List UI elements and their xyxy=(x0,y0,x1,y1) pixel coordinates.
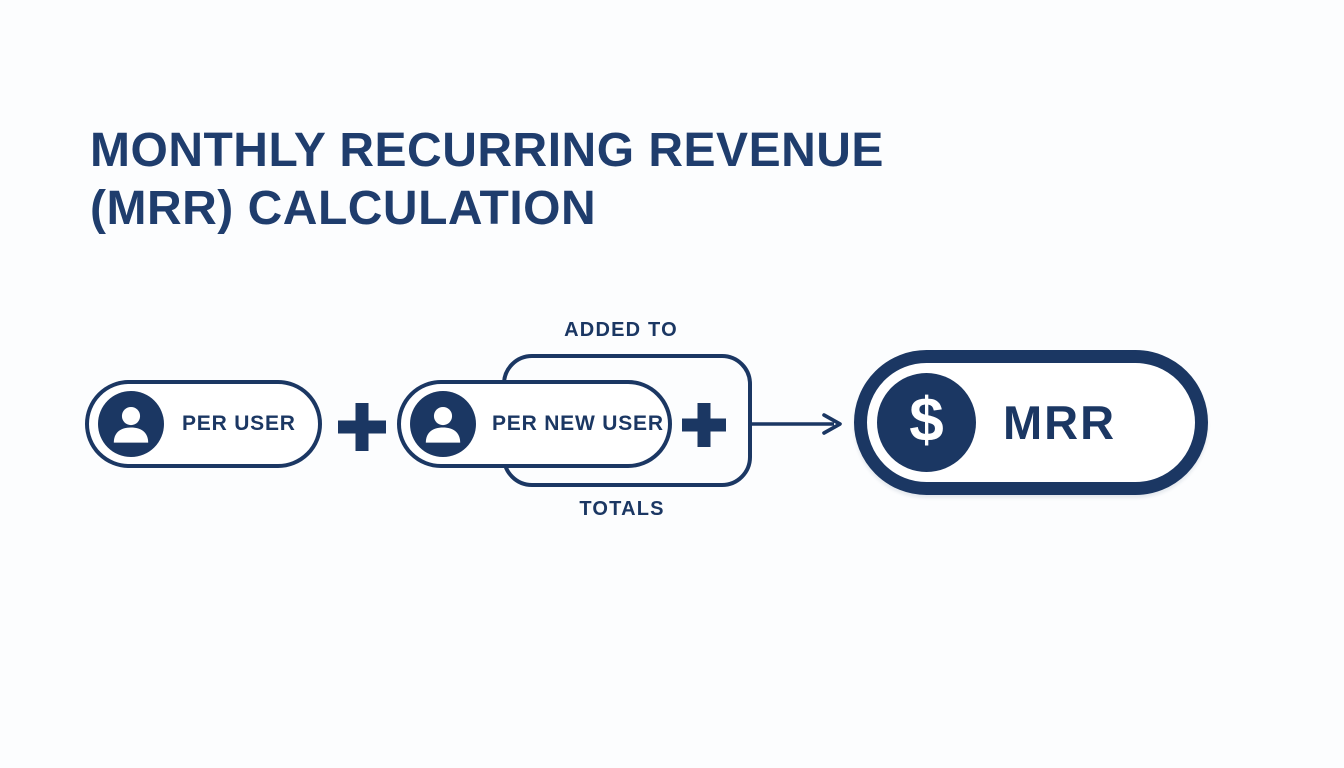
node-per-new-user-label: PER NEW USER xyxy=(492,412,664,435)
plus-icon xyxy=(682,403,726,447)
node-mrr: $ MRR xyxy=(854,350,1208,495)
right-arrow-icon xyxy=(752,413,842,435)
user-icon xyxy=(98,391,164,457)
dollar-icon: $ xyxy=(877,373,976,472)
group-label-added-to: ADDED TO xyxy=(564,319,678,341)
node-per-user: PER USER xyxy=(85,380,322,468)
title-line-2: (MRR) CALCULATION xyxy=(90,182,597,235)
dollar-symbol: $ xyxy=(909,385,944,455)
group-label-totals: TOTALS xyxy=(579,498,665,520)
node-per-new-user: PER NEW USER xyxy=(397,380,672,468)
title-line-1: MONTHLY RECURRING REVENUE xyxy=(90,124,884,177)
plus-icon xyxy=(338,403,386,451)
node-per-user-label: PER USER xyxy=(182,412,296,435)
user-icon xyxy=(410,391,476,457)
page-title: MONTHLY RECURRING REVENUE (MRR) CALCULAT… xyxy=(90,122,884,238)
node-mrr-label: MRR xyxy=(1003,396,1117,449)
